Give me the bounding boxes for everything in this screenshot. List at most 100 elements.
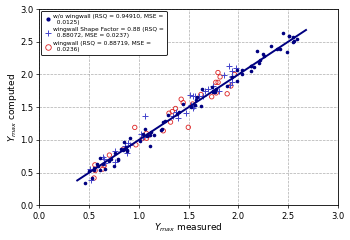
Point (121, 147, 126, 151)
Point (187, 93, 193, 97)
Point (121, 147, 127, 151)
Point (274, 47, 280, 51)
Point (260, 52, 266, 56)
Point (175, 116, 180, 120)
Point (248, 64, 254, 68)
Point (239, 72, 245, 76)
Point (190, 106, 196, 110)
Point (287, 34, 292, 38)
Point (112, 160, 118, 164)
Point (210, 84, 216, 88)
Point (91, 176, 97, 180)
Point (196, 94, 202, 98)
Point (224, 84, 230, 88)
Point (234, 68, 240, 72)
Point (190, 102, 195, 106)
Point (173, 107, 178, 110)
Point (228, 84, 233, 88)
Point (138, 132, 144, 136)
Point (217, 75, 223, 79)
Legend: w/o wingwall (RSQ = 0.94910, MSE =
  0.0125), wingwall Shape Factor = 0.88 (RSQ : w/o wingwall (RSQ = 0.94910, MSE = 0.012… (41, 11, 167, 55)
Point (234, 79, 239, 83)
Point (192, 94, 197, 97)
Point (180, 101, 186, 105)
Point (115, 157, 121, 161)
Point (188, 105, 194, 109)
Point (124, 148, 130, 152)
Point (211, 89, 217, 93)
Point (193, 103, 198, 107)
Point (257, 58, 263, 62)
Point (216, 89, 222, 93)
Point (127, 143, 133, 147)
Point (101, 157, 107, 161)
Point (144, 134, 150, 138)
Point (232, 72, 237, 76)
Point (112, 151, 117, 155)
Point (168, 120, 173, 124)
Point (229, 75, 235, 79)
Point (142, 114, 148, 118)
Point (186, 125, 191, 129)
Point (198, 104, 204, 108)
Point (229, 80, 235, 84)
Point (146, 133, 152, 137)
Point (124, 151, 130, 155)
Point (290, 35, 296, 39)
Point (160, 120, 166, 124)
Point (202, 89, 208, 92)
Point (121, 140, 127, 144)
Point (122, 144, 128, 148)
Point (228, 83, 233, 87)
Point (112, 149, 118, 153)
Point (211, 90, 216, 94)
Point (106, 159, 112, 163)
Point (190, 94, 195, 97)
Point (100, 162, 106, 166)
Point (149, 131, 154, 134)
Point (92, 163, 98, 167)
Point (171, 114, 176, 118)
Point (191, 105, 197, 108)
Point (286, 35, 292, 38)
Point (147, 144, 153, 147)
Point (209, 95, 215, 99)
Point (87, 167, 93, 171)
Point (166, 111, 172, 115)
Point (147, 133, 153, 137)
Point (294, 37, 300, 41)
Point (108, 156, 113, 160)
Point (91, 168, 97, 172)
Point (112, 164, 117, 168)
Point (215, 71, 221, 74)
Point (152, 133, 157, 137)
Point (107, 153, 112, 157)
Point (159, 128, 164, 132)
Point (214, 91, 219, 95)
Point (89, 176, 95, 180)
Point (102, 164, 107, 168)
Point (214, 87, 219, 90)
Point (169, 110, 175, 114)
Point (229, 69, 235, 73)
Point (230, 74, 235, 78)
Point (194, 98, 199, 102)
Point (224, 92, 230, 96)
Point (178, 97, 184, 101)
Point (140, 135, 146, 139)
Point (284, 50, 290, 54)
Point (145, 133, 150, 137)
X-axis label: $Y_{max}$ measured: $Y_{max}$ measured (154, 222, 223, 234)
Point (233, 66, 239, 70)
Point (125, 150, 130, 153)
Point (142, 127, 148, 131)
Point (226, 65, 232, 68)
Point (280, 31, 286, 35)
Point (212, 90, 218, 94)
Y-axis label: $Y_{max}$ computed: $Y_{max}$ computed (6, 73, 19, 142)
Point (256, 61, 261, 65)
Point (229, 75, 235, 79)
Point (115, 158, 121, 162)
Point (127, 136, 133, 140)
Point (103, 167, 108, 171)
